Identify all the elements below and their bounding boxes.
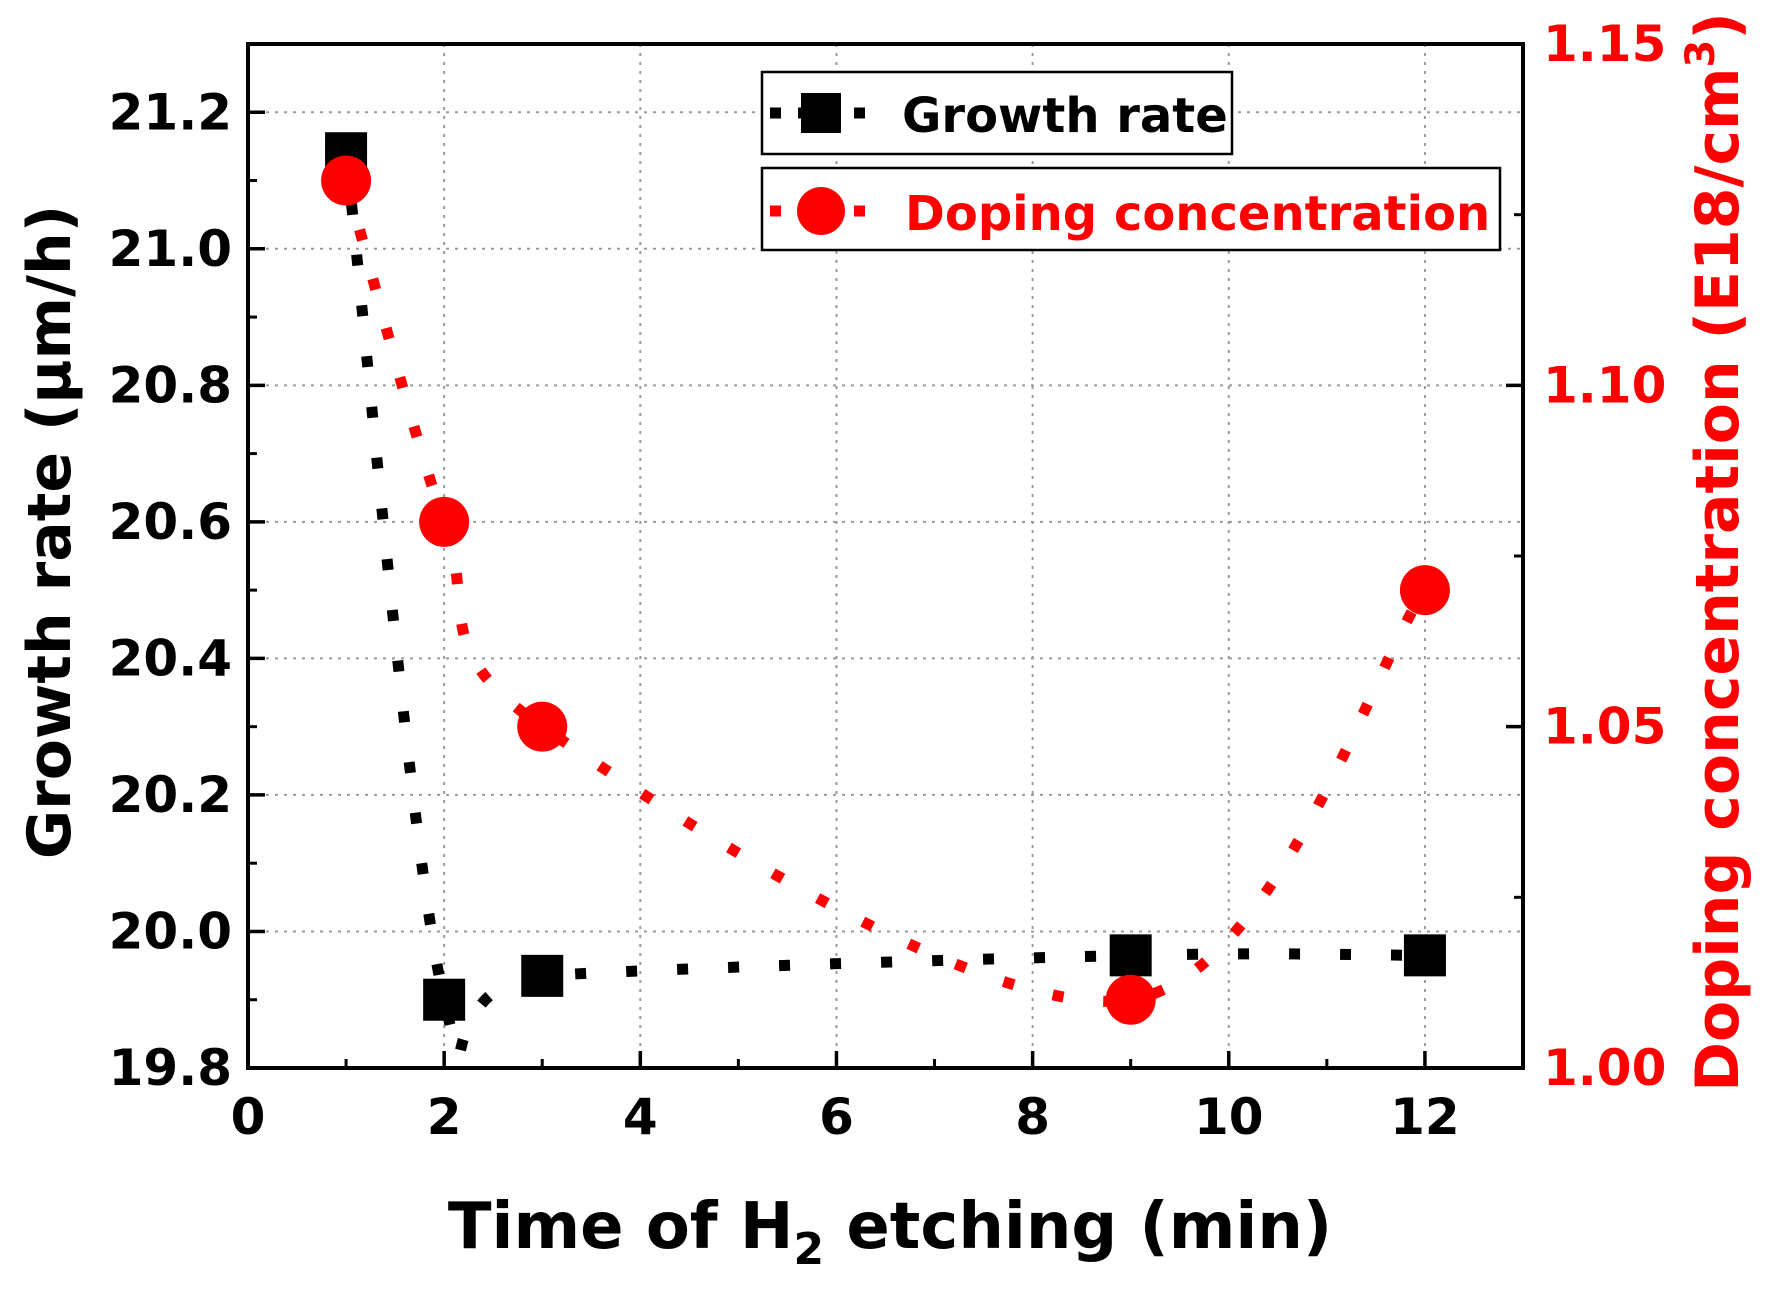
legend-label-growth-rate: Growth rate (902, 88, 1228, 144)
x-tick-label: 8 (1015, 1088, 1050, 1146)
data-point-growth-rate (423, 978, 466, 1021)
x-axis-label: Time of H2 etching (min) (448, 1190, 1332, 1275)
y-right-tick-label: 1.15 (1543, 15, 1666, 73)
y-right-tick-label: 1.00 (1543, 1039, 1666, 1097)
y-right-axis-label-main: Doping concentration (E18/cm (1683, 67, 1753, 1091)
y-right-axis-label-end: ) (1683, 12, 1753, 39)
y-left-tick-label: 21.0 (109, 220, 232, 278)
data-markers (321, 132, 1450, 1025)
y-right-axis-label-superscript: 3 (1678, 40, 1724, 68)
curve-growth-rate (340, 152, 1425, 1062)
axis-ticks (246, 42, 1523, 1070)
y-left-tick-label: 20.0 (109, 902, 232, 960)
legend-entry-growth-rate: Growth rate (760, 70, 1234, 156)
fitted-curves (340, 152, 1430, 1062)
y-left-tick-label: 20.8 (109, 356, 232, 414)
y-left-tick-label: 21.2 (109, 83, 232, 141)
data-point-doping-concentration (1105, 974, 1156, 1025)
data-point-growth-rate (521, 954, 564, 997)
x-tick-label: 6 (819, 1088, 854, 1146)
data-point-doping-concentration (1399, 565, 1450, 616)
legend: Growth rate Doping concentration (760, 70, 1502, 252)
x-axis-label-subscript: 2 (793, 1224, 824, 1275)
x-tick-label: 4 (623, 1088, 658, 1146)
y-left-tick-label: 20.2 (109, 766, 232, 824)
data-point-doping-concentration (419, 496, 470, 547)
x-tick-label: 0 (231, 1088, 266, 1146)
data-point-doping-concentration (321, 155, 372, 206)
legend-box-doping-concentration (760, 166, 1502, 252)
legend-label-doping-concentration: Doping concentration (905, 186, 1490, 242)
y-left-tick-label: 20.6 (109, 493, 232, 551)
y-left-tick-label: 20.4 (109, 629, 232, 687)
y-right-axis-label: Doping concentration (E18/cm3) (1678, 12, 1753, 1092)
legend-marker-circle (797, 187, 845, 235)
x-tick-label: 10 (1194, 1088, 1264, 1146)
x-axis-label-main: Time of H (448, 1190, 794, 1264)
y-left-tick-label: 19.8 (109, 1039, 232, 1097)
legend-entry-doping-concentration: Doping concentration (760, 166, 1502, 252)
curve-doping-concentration (340, 179, 1430, 1007)
data-point-growth-rate (1403, 934, 1446, 977)
legend-marker-square (801, 93, 841, 133)
data-point-growth-rate (1109, 934, 1152, 977)
x-tick-label: 2 (427, 1088, 462, 1146)
y-left-axis-label: Growth rate (µm/h) (15, 205, 85, 859)
y-right-tick-label: 1.05 (1543, 698, 1666, 756)
tick-labels: 0 2 4 6 8 10 12 19.8 20.0 20.2 20.4 20.6 20.8 21.0 21.… (109, 15, 1667, 1146)
x-axis-label-rest: etching (min) (824, 1190, 1332, 1264)
x-tick-label: 12 (1390, 1088, 1460, 1146)
data-point-doping-concentration (517, 701, 568, 752)
y-right-tick-label: 1.10 (1543, 356, 1666, 414)
